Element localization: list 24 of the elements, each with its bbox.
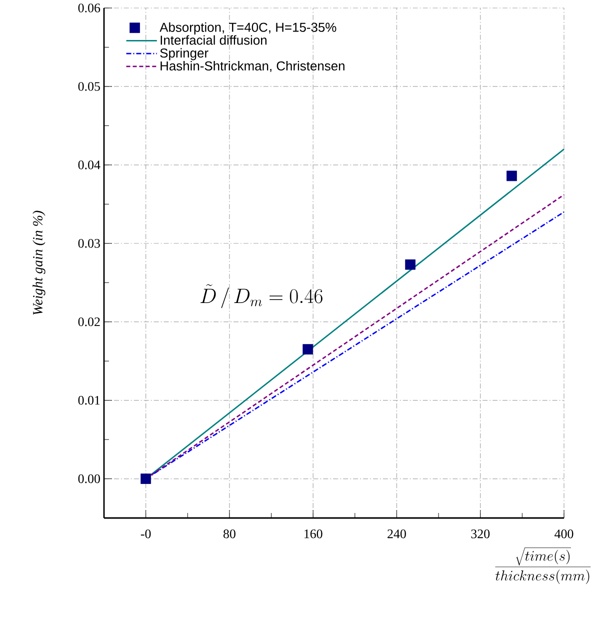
x-tick-label: -0	[140, 529, 151, 538]
y-tick-label: 0.05	[78, 82, 100, 91]
y-axis-title: Weight gain (in %)	[32, 210, 46, 315]
x-tick-label: 160	[304, 529, 322, 538]
y-tick-label: 0.01	[78, 396, 100, 405]
x-tick-label: 80	[223, 529, 236, 538]
legend-label: Absorption, T=40C, H=15-35%	[160, 22, 336, 34]
y-tick-label: 0.00	[78, 474, 100, 484]
legend-label: Interfacial diffusion	[160, 35, 266, 45]
y-tick-label: 0.02	[78, 317, 100, 326]
y-tick-label: 0.03	[78, 238, 100, 248]
point	[506, 170, 517, 182]
annotation: $\tilde{D}\,/\,D_m = 0.46$	[200, 284, 322, 308]
y-tick-label: 0.04	[78, 160, 100, 170]
y-tick-label: 0.06	[78, 4, 100, 12]
x-axis-title: $\frac{\sqrt{time(s)}}{thickness(mm)}$	[495, 548, 591, 584]
point	[405, 259, 416, 270]
point	[302, 344, 314, 354]
x-tick-label: 240	[388, 529, 406, 538]
x-tick-label: 400	[554, 529, 574, 538]
x-tick-label: 320	[471, 529, 490, 538]
legend-label: Hashin-Shtrickman, Christensen	[160, 60, 344, 72]
point	[140, 474, 151, 484]
legend-label: Springer	[160, 48, 208, 60]
